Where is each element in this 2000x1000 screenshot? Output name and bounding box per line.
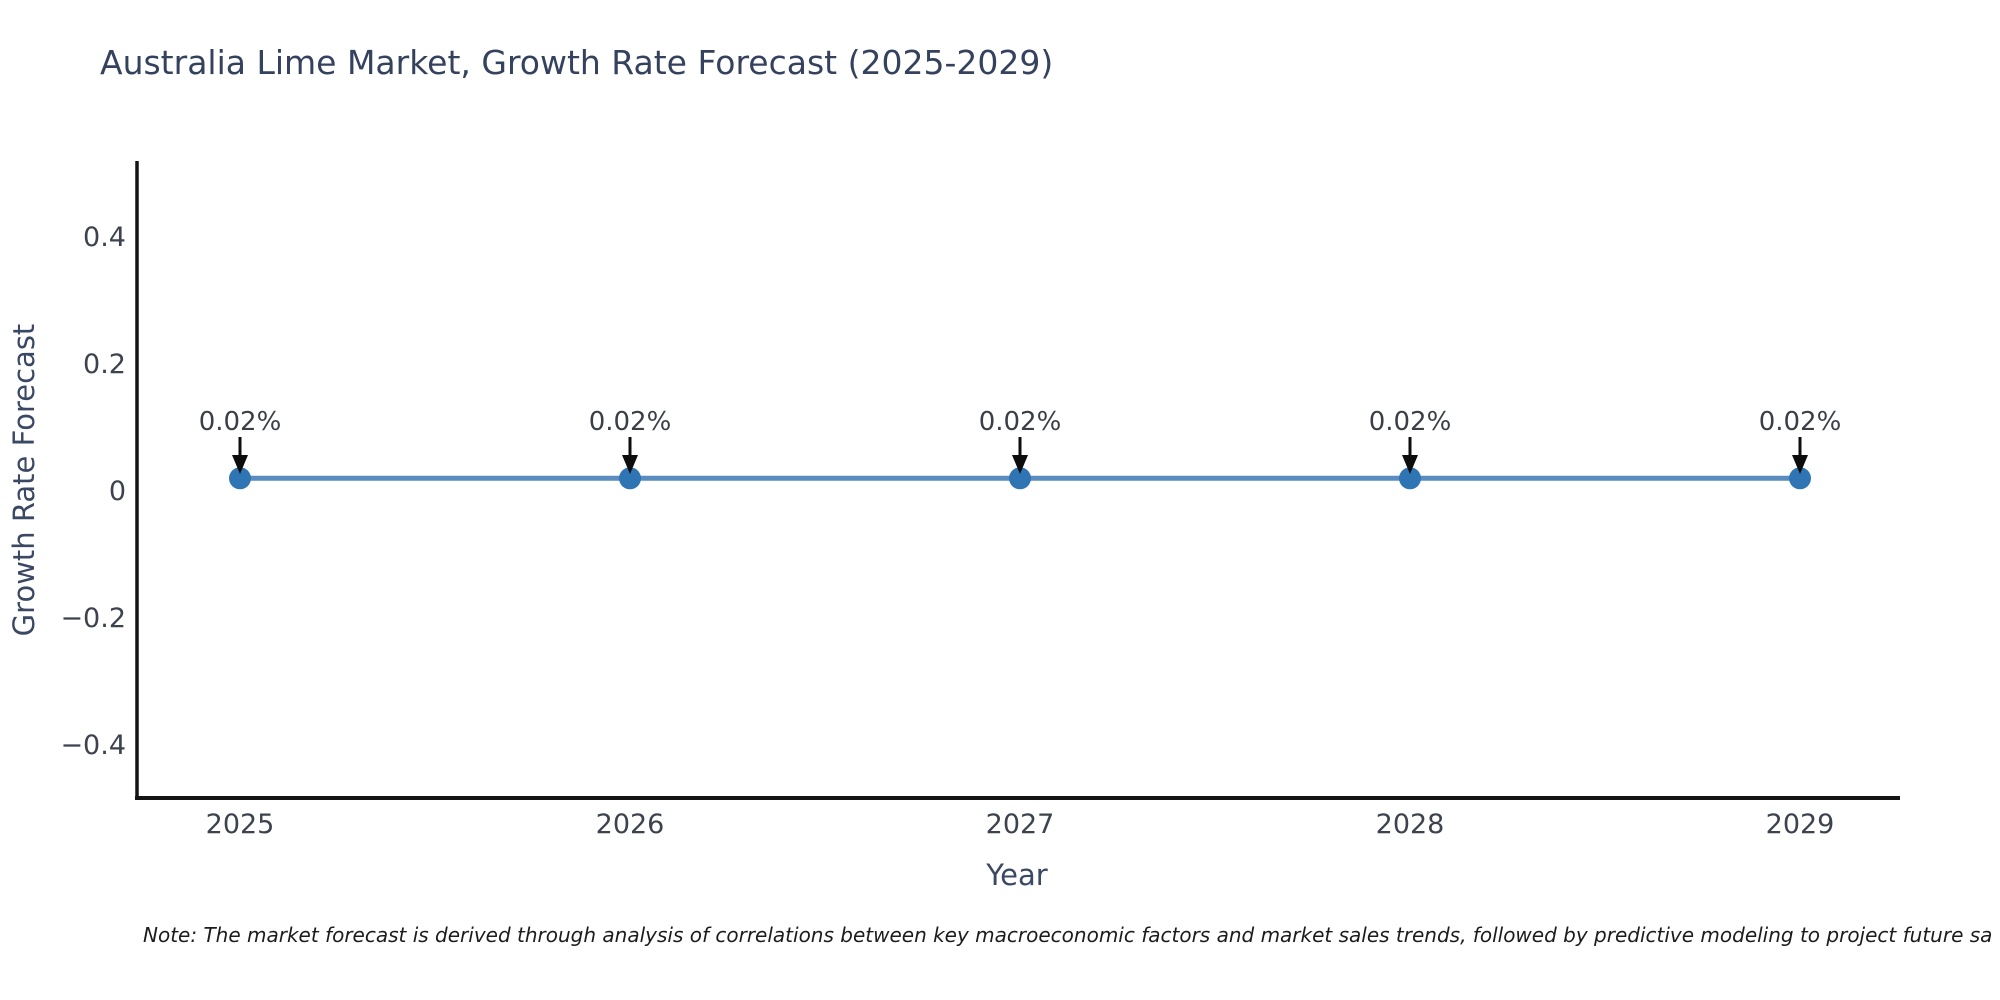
data-point-label: 0.02% (979, 407, 1062, 437)
data-point-label: 0.02% (1369, 407, 1452, 437)
annotation-arrow-head (622, 455, 638, 474)
y-tick-label: 0.4 (83, 222, 126, 253)
data-point-label: 0.02% (589, 407, 672, 437)
annotation-arrow-head (1012, 455, 1028, 474)
data-point-label: 0.02% (199, 407, 282, 437)
annotation-arrow-head (232, 455, 248, 474)
y-tick-label: −0.2 (60, 603, 126, 634)
annotation-arrow-head (1792, 455, 1808, 474)
chart-title: Australia Lime Market, Growth Rate Forec… (100, 43, 1054, 82)
data-point-marker (1399, 467, 1421, 490)
data-point-marker (619, 467, 641, 490)
x-tick-label: 2026 (596, 809, 665, 840)
footnote: Note: The market forecast is derived thr… (143, 923, 1993, 947)
data-point-marker (229, 467, 251, 490)
y-tick-label: 0 (109, 476, 126, 507)
data-point-marker (1789, 467, 1811, 490)
annotation-arrow-head (1402, 455, 1418, 474)
x-tick-label: 2025 (206, 809, 275, 840)
x-axis-title: Year (986, 858, 1048, 892)
y-tick-label: 0.2 (83, 349, 126, 380)
data-point-label: 0.02% (1759, 407, 1842, 437)
data-point-marker (1009, 467, 1031, 490)
x-tick-label: 2028 (1376, 809, 1445, 840)
x-tick-label: 2029 (1766, 809, 1835, 840)
x-tick-label: 2027 (986, 809, 1055, 840)
y-tick-label: −0.4 (60, 730, 126, 761)
